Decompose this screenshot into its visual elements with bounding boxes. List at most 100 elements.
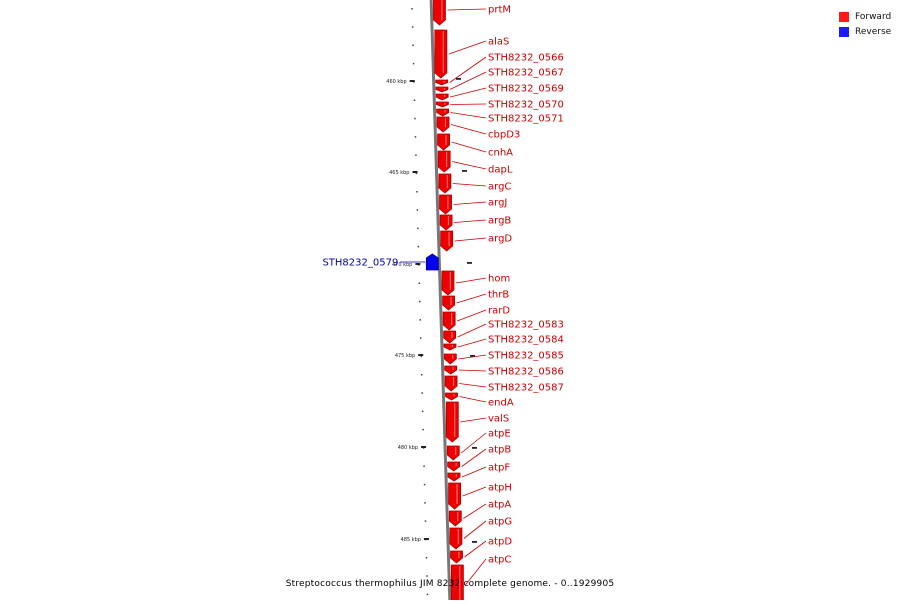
- gene-argb-leader-line: [454, 219, 487, 223]
- feature-marker: [470, 355, 475, 357]
- gene-hom-feature: [441, 270, 455, 296]
- gene-atpg-leader-line: [463, 520, 487, 539]
- legend-label-forward: Forward: [855, 11, 892, 22]
- scale-minor-tick: [417, 245, 420, 248]
- gene-vals-leader-line: [460, 417, 487, 423]
- gene-rard-label: rarD: [488, 306, 510, 317]
- scale-minor-tick: [423, 483, 426, 486]
- gene-thrb-feature: [442, 295, 455, 311]
- gene-dapl-leader-line: [452, 161, 487, 170]
- legend: Forward Reverse: [839, 9, 891, 39]
- legend-swatch-reverse: [839, 26, 849, 37]
- scale-minor-tick: [416, 209, 419, 211]
- gene-sth8232-0584-feature: [443, 343, 457, 351]
- scale-minor-tick: [420, 355, 422, 358]
- gene-sth8232-0583-leader-line: [457, 323, 487, 338]
- scale-minor-tick: [414, 117, 416, 120]
- gene-sth8232-0587-label: STH8232_0587: [488, 383, 564, 394]
- gene-atph-leader-line: [462, 486, 487, 497]
- scale-minor-tick: [412, 44, 414, 47]
- gene-cbpd3-label: cbpD3: [488, 130, 520, 141]
- gene-argc-feature: [438, 173, 452, 194]
- gene-sth8232-0587-leader-line: [459, 383, 487, 388]
- gene-hom-label: hom: [488, 274, 510, 285]
- gene-dapl-feature: [437, 150, 451, 173]
- scale-minor-tick: [416, 191, 418, 193]
- scale-major-tick: [421, 446, 427, 448]
- gene-sth8232-0570-label: STH8232_0570: [488, 100, 564, 111]
- gene-hom-leader-line: [455, 277, 487, 284]
- gene-sth8232-0583-feature: [443, 330, 457, 344]
- gene-atpf-feature: [447, 472, 461, 482]
- gene-sth8232-0567-label: STH8232_0567: [488, 68, 564, 79]
- gene-argj-feature: [439, 194, 452, 215]
- scale-tick-label: 470 kbp: [392, 262, 412, 268]
- gene-atpf-label: atpF: [488, 463, 510, 474]
- gene-alas-leader-line: [448, 40, 487, 55]
- gene-atpc-label: atpC: [488, 555, 511, 566]
- scale-minor-tick: [417, 227, 419, 230]
- gene-atph-label: atpH: [488, 483, 512, 494]
- gene-argc-label: argC: [488, 182, 511, 193]
- gene-sth8232-0579-feature: [425, 253, 439, 271]
- gene-atpg-feature: [449, 527, 463, 550]
- gene-argc-leader-line: [452, 183, 487, 187]
- feature-marker: [456, 78, 461, 80]
- gene-atpg-label: atpG: [488, 517, 512, 528]
- scale-minor-tick: [421, 392, 423, 394]
- gene-sth8232-0566-leader-line: [449, 56, 487, 83]
- gene-thrb-leader-line: [456, 293, 487, 304]
- gene-vals-label: valS: [488, 414, 509, 425]
- gene-atpd-label: atpD: [488, 537, 512, 548]
- legend-item-forward: Forward: [839, 9, 891, 24]
- scale-tick-label: 465 kbp: [389, 170, 409, 176]
- gene-sth8232-0586-feature: [444, 365, 458, 375]
- gene-sth8232-0584-label: STH8232_0584: [488, 335, 564, 346]
- scale-minor-tick: [414, 136, 417, 138]
- gene-prtm-feature: [433, 0, 446, 26]
- gene-cbpd3-feature: [436, 116, 450, 133]
- gene-atph-feature: [448, 482, 462, 510]
- feature-marker: [472, 447, 477, 449]
- scale-minor-tick: [424, 502, 426, 504]
- scale-minor-tick: [413, 99, 416, 101]
- gene-cnha-feature: [437, 133, 450, 151]
- gene-atpd-leader-line: [464, 540, 487, 558]
- scale-minor-tick: [426, 593, 429, 596]
- gene-sth8232-0570-leader-line: [450, 103, 487, 105]
- scale-minor-tick: [412, 62, 415, 65]
- gene-cnha-label: cnhA: [488, 148, 513, 159]
- legend-swatch-forward: [839, 11, 849, 22]
- gene-sth8232-0586-label: STH8232_0586: [488, 367, 564, 378]
- scale-minor-tick: [423, 465, 425, 467]
- scale-minor-tick: [411, 26, 414, 28]
- gene-sth8232-0569-feature: [435, 93, 449, 101]
- scale-major-tick: [423, 538, 429, 540]
- gene-atpa-leader-line: [463, 503, 487, 519]
- legend-label-reverse: Reverse: [855, 26, 892, 37]
- gene-argb-label: argB: [488, 216, 511, 227]
- gene-sth8232-0584-leader-line: [457, 338, 487, 348]
- gene-sth8232-0567-feature: [435, 86, 449, 93]
- scale-minor-tick: [421, 410, 424, 413]
- gene-thrb-label: thrB: [488, 290, 509, 301]
- gene-enda-feature: [445, 392, 458, 401]
- gene-atpb-label: atpB: [488, 445, 511, 456]
- scale-tick-label: 460 kbp: [386, 79, 406, 85]
- gene-atpe-label: atpE: [488, 429, 511, 440]
- feature-marker: [462, 170, 467, 172]
- gene-dapl-label: dapL: [488, 165, 513, 176]
- gene-argd-leader-line: [454, 237, 487, 242]
- scale-tick-label: 485 kbp: [401, 537, 421, 543]
- gene-sth8232-0585-feature: [443, 353, 457, 365]
- gene-sth8232-0571-feature: [436, 108, 450, 117]
- gene-argd-feature: [440, 230, 454, 252]
- gene-cbpd3-leader-line: [450, 124, 487, 135]
- gene-rard-feature: [442, 311, 456, 331]
- scale-minor-tick: [415, 154, 417, 156]
- gene-atpe-feature: [446, 445, 460, 461]
- legend-item-reverse: Reverse: [839, 24, 891, 39]
- gene-sth8232-0585-leader-line: [458, 354, 487, 360]
